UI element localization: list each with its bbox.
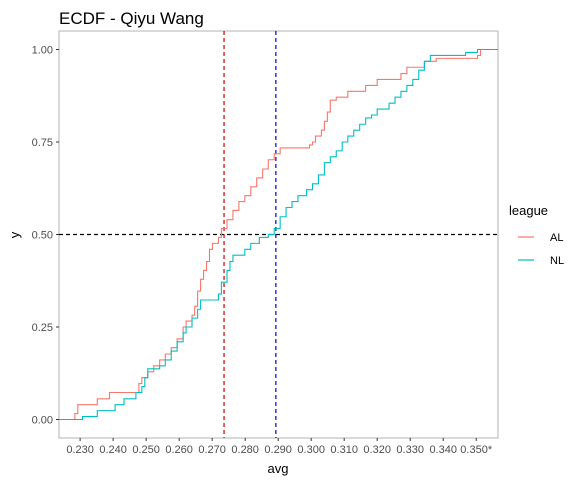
y-tick-label: 0.50 <box>32 230 53 242</box>
legend: league AL NL <box>509 203 564 267</box>
x-tick-label: 0.290 <box>264 444 292 456</box>
series-line-al <box>59 48 498 421</box>
y-tick-label: 0.00 <box>32 415 53 427</box>
legend-label-al: AL <box>550 232 563 244</box>
y-tick-label: 1.00 <box>32 45 53 57</box>
x-tick-label: 0.350* <box>460 444 493 456</box>
x-tick-label: 0.270 <box>198 444 226 456</box>
legend-label-nl: NL <box>550 255 564 267</box>
y-axis: 0.00 0.25 0.50 0.75 1.00 <box>32 45 59 427</box>
x-tick-label: 0.340 <box>429 444 457 456</box>
x-tick-label: 0.240 <box>99 444 127 456</box>
chart-title: ECDF - Qiyu Wang <box>59 9 204 28</box>
reference-lines <box>59 31 498 438</box>
y-tick-label: 0.75 <box>32 137 53 149</box>
x-tick-label: 0.230 <box>66 444 94 456</box>
series-line-nl <box>59 48 498 421</box>
x-axis: 0.230 0.240 0.250 0.260 0.270 0.280 0.290 0.300… <box>66 438 493 456</box>
x-tick-label: 0.330 <box>396 444 424 456</box>
x-tick-label: 0.300 <box>297 444 325 456</box>
y-axis-title: y <box>7 231 22 238</box>
x-axis-title: avg <box>268 461 289 476</box>
x-tick-label: 0.260 <box>165 444 193 456</box>
x-tick-label: 0.250 <box>132 444 160 456</box>
legend-title: league <box>509 203 548 218</box>
x-tick-label: 0.310 <box>330 444 358 456</box>
series-layer <box>59 48 498 421</box>
y-tick-label: 0.25 <box>32 322 53 334</box>
x-tick-label: 0.320 <box>363 444 391 456</box>
x-tick-label: 0.280 <box>231 444 259 456</box>
